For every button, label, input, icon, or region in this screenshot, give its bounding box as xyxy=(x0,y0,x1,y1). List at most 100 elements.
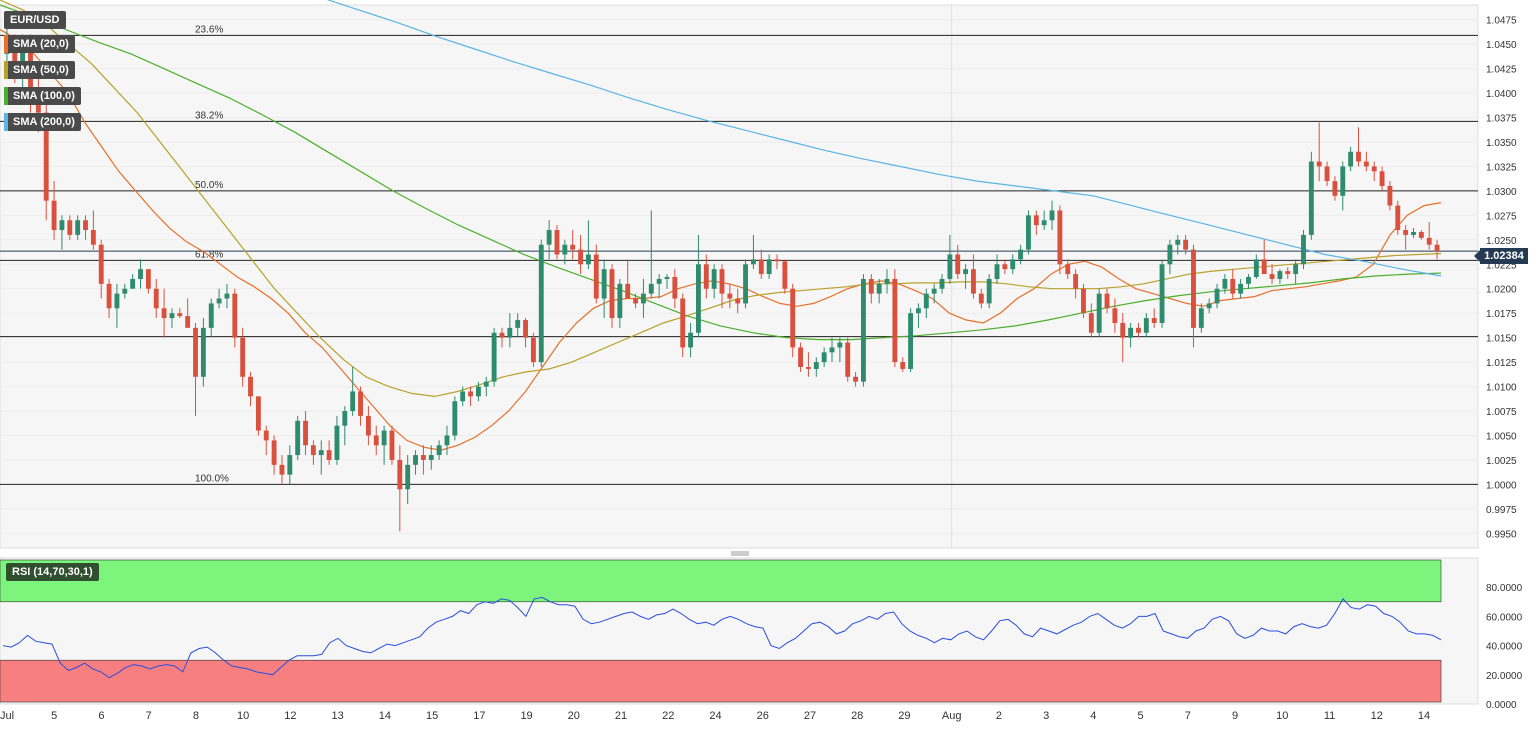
candle-body xyxy=(413,455,418,465)
candle-body xyxy=(287,455,293,475)
candle-body xyxy=(138,269,143,279)
candle-body xyxy=(232,293,238,338)
candle-body xyxy=(397,459,403,490)
x-tick-label: 19 xyxy=(520,710,532,722)
candle-body xyxy=(1128,327,1134,338)
candle-body xyxy=(798,347,804,367)
candle-body xyxy=(1159,264,1165,323)
candle-body xyxy=(263,430,269,441)
symbol-badge[interactable]: EUR/USD xyxy=(4,11,66,29)
candle-body xyxy=(735,298,741,304)
candle-body xyxy=(774,259,780,262)
candle-body xyxy=(868,278,874,294)
candle-body xyxy=(373,435,379,446)
candle-body xyxy=(1104,293,1110,309)
candle-body xyxy=(145,269,151,289)
candle-body xyxy=(1214,288,1220,304)
candle-body xyxy=(365,415,371,436)
sma-50-line xyxy=(0,0,1442,398)
candle-body xyxy=(703,264,709,289)
sma-50-badge[interactable]: SMA (50,0) xyxy=(4,61,75,79)
candle-body xyxy=(1426,237,1432,245)
candle-body xyxy=(240,337,246,377)
rsi-y-tick-label: 0.0000 xyxy=(1486,700,1517,711)
candle-body xyxy=(782,261,788,289)
x-tick-label: 9 xyxy=(1232,710,1238,722)
candle-body xyxy=(75,220,81,235)
candle-body xyxy=(1246,276,1251,284)
y-tick-label: 1.0150 xyxy=(1486,334,1517,345)
candle-body xyxy=(853,376,859,382)
candle-body xyxy=(1324,166,1330,182)
candle-body xyxy=(963,269,969,275)
y-tick-label: 1.0025 xyxy=(1486,456,1517,467)
candle-body xyxy=(923,293,929,309)
candle-body xyxy=(1081,288,1086,314)
candle-body xyxy=(931,288,937,294)
rsi-overbought-zone xyxy=(0,559,1442,603)
y-tick-label: 1.0275 xyxy=(1486,211,1517,222)
candle-body xyxy=(255,396,261,431)
candle-body xyxy=(1434,244,1440,252)
sma-200-badge[interactable]: SMA (200,0) xyxy=(4,113,81,131)
candle-body xyxy=(358,391,363,416)
candle-body xyxy=(900,362,906,369)
candle-body xyxy=(585,254,591,265)
y-tick-label: 1.0425 xyxy=(1486,65,1517,76)
candle-body xyxy=(303,420,308,446)
rsi-oversold-zone xyxy=(0,659,1442,703)
candle-body xyxy=(1403,230,1409,235)
candle-body xyxy=(892,278,898,363)
sma-100-label: SMA (100,0) xyxy=(13,90,75,102)
candle-body xyxy=(342,411,348,426)
candle-body xyxy=(1356,151,1361,162)
candle-body xyxy=(672,276,678,299)
x-tick-label: 12 xyxy=(1371,710,1383,722)
x-tick-label: 17 xyxy=(473,710,485,722)
x-tick-label: Jul xyxy=(0,710,14,722)
candle-body xyxy=(1277,271,1283,279)
candle-body xyxy=(971,269,976,294)
sma-20-badge[interactable]: SMA (20,0) xyxy=(4,35,75,53)
candle-body xyxy=(1363,161,1369,167)
candle-body xyxy=(1041,220,1047,226)
candle-body xyxy=(1198,308,1204,328)
candle-body xyxy=(1049,210,1055,221)
y-tick-label: 1.0075 xyxy=(1486,407,1517,418)
sma-100-badge[interactable]: SMA (100,0) xyxy=(4,87,81,105)
y-tick-label: 1.0125 xyxy=(1486,358,1517,369)
candle-body xyxy=(876,283,882,294)
candle-body xyxy=(727,293,733,299)
fib-level-label: 50.0% xyxy=(195,180,223,191)
candle-body xyxy=(67,220,73,235)
x-tick-label: 29 xyxy=(898,710,910,722)
candle-body xyxy=(483,381,489,387)
x-tick-label: 8 xyxy=(193,710,199,722)
y-tick-label: 1.0175 xyxy=(1486,309,1517,320)
sma-50-swatch xyxy=(4,61,8,79)
candle-body xyxy=(1018,249,1024,260)
x-tick-label: 26 xyxy=(757,710,769,722)
candle-body xyxy=(947,254,953,279)
candle-body xyxy=(98,244,104,284)
candle-body xyxy=(515,320,521,328)
candle-body xyxy=(1033,215,1039,226)
candle-body xyxy=(452,401,458,436)
rsi-y-tick-label: 60.0000 xyxy=(1486,612,1523,623)
x-tick-label: 21 xyxy=(615,710,627,722)
candle-body xyxy=(625,283,631,299)
candle-body xyxy=(326,450,332,460)
x-tick-label: 28 xyxy=(851,710,863,722)
candle-body xyxy=(1143,318,1149,333)
candle-body xyxy=(1026,215,1031,250)
y-tick-label: 0.9950 xyxy=(1486,529,1517,540)
sma-200-line xyxy=(326,0,1442,277)
candle-body xyxy=(1285,271,1291,275)
candle-body xyxy=(1348,151,1354,167)
candle-body xyxy=(680,298,686,348)
rsi-badge[interactable]: RSI (14,70,30,1) xyxy=(6,563,99,581)
candle-body xyxy=(1332,181,1338,196)
y-tick-label: 1.0300 xyxy=(1486,187,1517,198)
pane-splitter-handle[interactable] xyxy=(731,551,749,556)
candle-body xyxy=(444,435,450,446)
